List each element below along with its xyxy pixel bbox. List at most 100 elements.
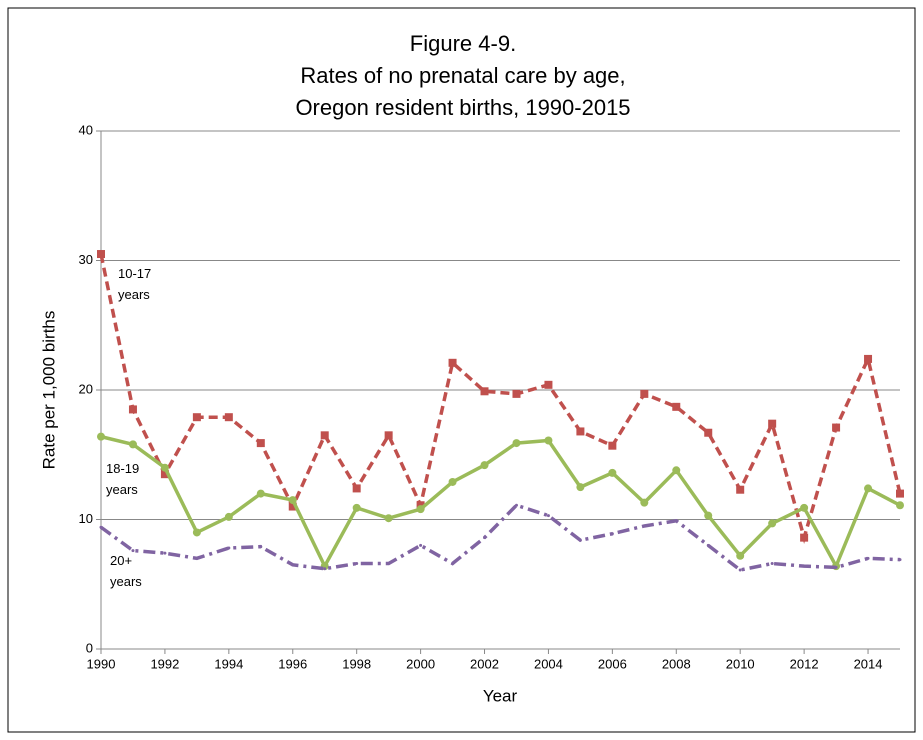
- point: [896, 489, 904, 498]
- x-tick-label: 2012: [790, 656, 819, 671]
- point: [898, 558, 902, 562]
- point: [320, 431, 329, 440]
- point: [192, 413, 201, 422]
- x-tick-label: 1996: [278, 656, 307, 671]
- x-tick-label: 2004: [534, 656, 563, 671]
- point: [192, 528, 201, 537]
- point: [800, 503, 809, 512]
- x-tick-label: 1990: [87, 656, 116, 671]
- point: [160, 463, 169, 472]
- point: [544, 380, 553, 389]
- point: [640, 389, 649, 398]
- series-label-line: years: [118, 287, 150, 302]
- x-tick-label: 1994: [214, 656, 243, 671]
- x-axis-label: Year: [483, 686, 518, 705]
- point: [512, 389, 521, 398]
- point: [195, 556, 199, 560]
- point: [514, 503, 518, 507]
- point: [384, 431, 393, 440]
- point: [608, 468, 617, 477]
- point: [224, 512, 233, 521]
- point: [128, 440, 137, 449]
- y-axis-label: Rate per 1,000 births: [39, 311, 58, 470]
- point: [291, 563, 295, 567]
- point: [736, 485, 745, 494]
- series-label-line: 20+: [110, 553, 132, 568]
- point: [384, 514, 393, 523]
- x-tick-label: 2006: [598, 656, 627, 671]
- point: [546, 514, 550, 518]
- point: [323, 567, 327, 571]
- point: [834, 565, 838, 569]
- x-tick-label: 1998: [342, 656, 371, 671]
- point: [770, 562, 774, 566]
- series-label-line: years: [106, 482, 138, 497]
- series-line: [99, 503, 901, 572]
- point: [802, 564, 806, 568]
- point: [131, 549, 135, 553]
- point: [355, 562, 359, 566]
- series-label-line: 10-17: [118, 266, 151, 281]
- series-line: [99, 253, 902, 545]
- point: [256, 489, 265, 498]
- y-tick-label: 30: [79, 252, 93, 267]
- y-tick-label: 10: [79, 511, 93, 526]
- chart-title: Rates of no prenatal care by age,: [300, 63, 625, 88]
- point: [896, 501, 904, 510]
- point: [512, 439, 521, 448]
- point: [704, 511, 713, 520]
- point: [256, 439, 265, 448]
- y-tick-label: 40: [79, 122, 93, 137]
- point: [768, 519, 777, 528]
- point: [480, 461, 489, 470]
- point: [97, 432, 105, 441]
- chart-title: Figure 4-9.: [410, 31, 516, 56]
- point: [99, 525, 103, 529]
- point: [610, 532, 614, 536]
- x-tick-label: 2008: [662, 656, 691, 671]
- x-tick-label: 2000: [406, 656, 435, 671]
- point: [738, 568, 742, 572]
- point: [480, 387, 489, 396]
- point: [224, 413, 233, 422]
- point: [259, 545, 263, 549]
- point: [578, 538, 582, 542]
- series-line: [100, 434, 901, 571]
- point: [387, 562, 391, 566]
- y-tick-label: 0: [86, 640, 93, 655]
- point: [544, 436, 553, 445]
- point: [448, 477, 457, 486]
- series-label-line: 18-19: [106, 461, 139, 476]
- point: [352, 503, 361, 512]
- point: [288, 502, 297, 511]
- series-label: 10-17 years: [118, 266, 151, 302]
- point: [640, 498, 649, 507]
- y-tick-label: 20: [79, 381, 93, 396]
- point: [672, 402, 681, 411]
- point: [483, 536, 487, 540]
- point: [288, 496, 297, 505]
- point: [672, 466, 681, 475]
- point: [128, 405, 137, 414]
- point: [608, 441, 617, 450]
- x-tick-label: 2010: [726, 656, 755, 671]
- point: [163, 551, 167, 555]
- point: [832, 423, 841, 432]
- series-label: 18-19 years: [106, 461, 139, 497]
- point: [227, 546, 231, 550]
- x-tick-label: 1992: [150, 656, 179, 671]
- point: [768, 419, 777, 428]
- point: [451, 562, 455, 566]
- point: [704, 428, 713, 437]
- x-tick-label: 2014: [854, 656, 883, 671]
- point: [97, 250, 105, 259]
- chart-title: Oregon resident births, 1990-2015: [295, 95, 630, 120]
- point: [736, 551, 745, 560]
- point: [419, 543, 423, 547]
- point: [352, 484, 361, 493]
- point: [800, 533, 809, 542]
- series-label: 20+ years: [110, 553, 142, 589]
- point: [674, 519, 678, 523]
- point: [576, 427, 585, 436]
